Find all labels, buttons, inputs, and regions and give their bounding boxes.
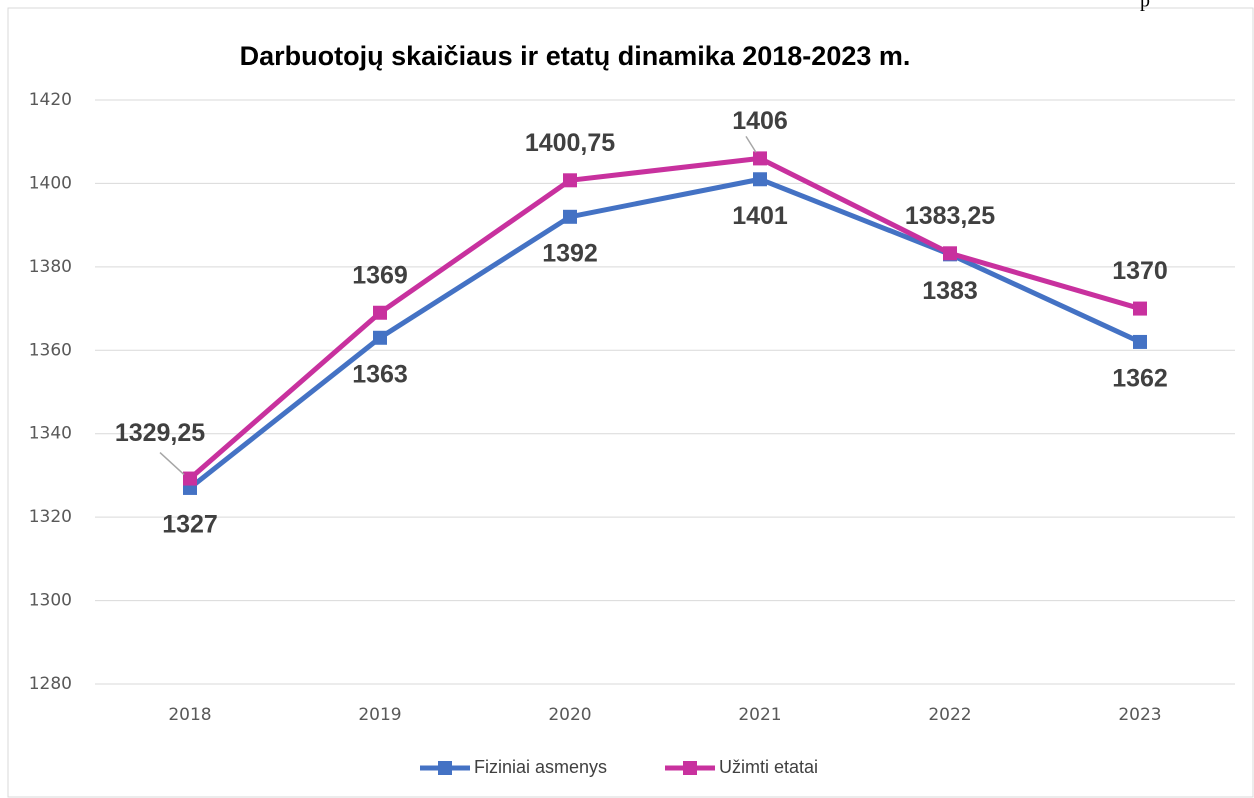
data-label: 1400,75 xyxy=(525,129,615,157)
y-tick-label: 1340 xyxy=(29,424,72,444)
x-tick-label: 2022 xyxy=(928,705,971,725)
point-marker xyxy=(563,209,577,224)
point-marker xyxy=(753,172,767,187)
point-marker xyxy=(563,173,577,188)
leader-line xyxy=(745,136,757,153)
x-tick-label: 2020 xyxy=(548,705,591,725)
series-line xyxy=(188,155,1141,481)
point-marker xyxy=(373,330,387,345)
data-label: 1383,25 xyxy=(905,202,995,230)
data-label: 1401 xyxy=(732,202,788,230)
x-tick-label: 2023 xyxy=(1118,705,1161,725)
point-marker xyxy=(1133,301,1147,316)
series-line xyxy=(188,176,1142,490)
legend-swatch-marker xyxy=(683,761,697,775)
y-tick-label: 1380 xyxy=(29,257,72,277)
data-label: 1363 xyxy=(352,360,408,388)
chart-title: Darbuotojų skaičiaus ir etatų dinamika 2… xyxy=(240,41,911,71)
data-label: 1362 xyxy=(1112,365,1168,393)
data-label: 1370 xyxy=(1112,257,1168,285)
y-tick-label: 1300 xyxy=(29,591,72,611)
y-tick-label: 1420 xyxy=(29,90,72,110)
data-label: 1392 xyxy=(542,239,598,267)
point-marker xyxy=(183,471,197,486)
point-marker xyxy=(1133,334,1147,349)
point-marker xyxy=(943,246,957,261)
y-tick-label: 1400 xyxy=(29,173,72,193)
legend-swatch-marker xyxy=(438,761,452,775)
y-tick-label: 1320 xyxy=(29,507,72,527)
y-tick-label: 1360 xyxy=(29,340,72,360)
data-label: 1327 xyxy=(162,511,218,539)
x-tick-label: 2018 xyxy=(168,705,211,725)
point-marker xyxy=(753,151,767,166)
point-marker xyxy=(373,305,387,320)
legend-label: Fiziniai asmenys xyxy=(474,757,607,777)
corner-text: p xyxy=(1140,0,1150,12)
data-label: 1329,25 xyxy=(115,419,205,447)
x-tick-label: 2019 xyxy=(358,705,401,725)
x-tick-label: 2021 xyxy=(738,705,781,725)
data-label: 1369 xyxy=(352,261,408,289)
leader-line xyxy=(159,452,185,476)
data-label: 1383 xyxy=(922,277,978,305)
data-label: 1406 xyxy=(732,107,788,135)
y-tick-label: 1280 xyxy=(29,674,72,694)
legend-label: Užimti etatai xyxy=(719,757,818,777)
chart-border xyxy=(7,7,1254,798)
